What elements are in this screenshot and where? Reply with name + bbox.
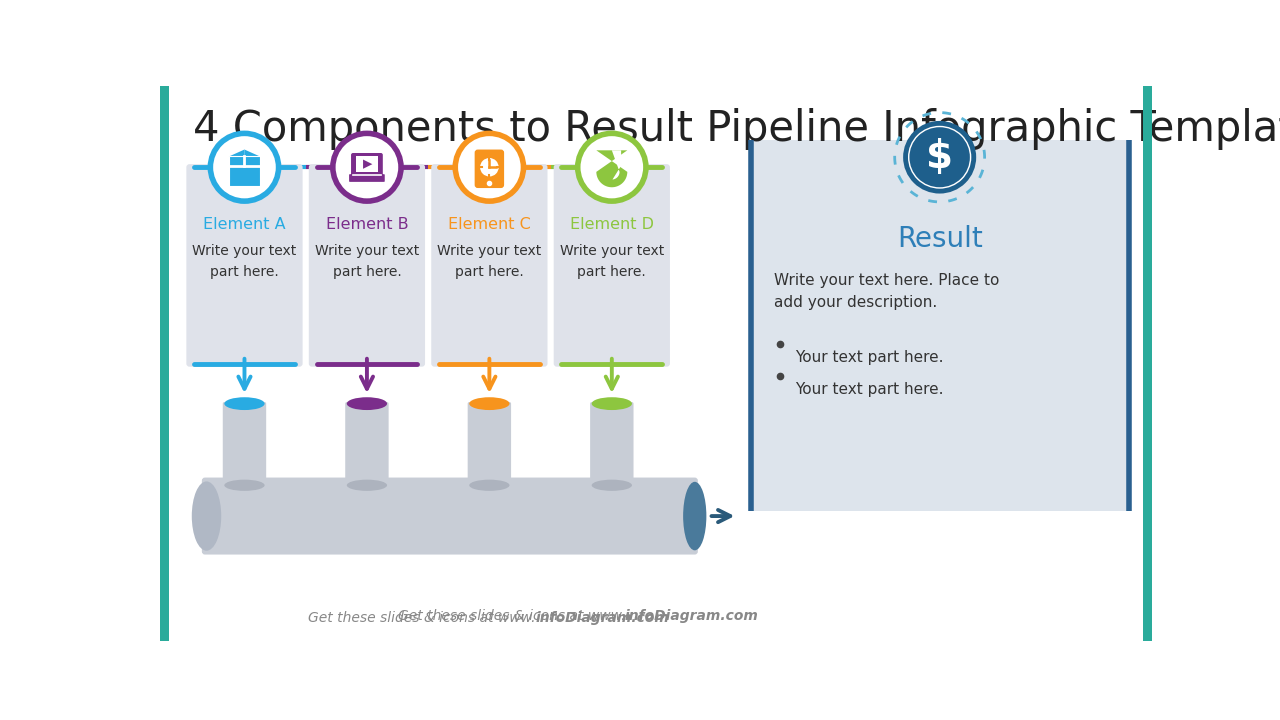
Text: Element C: Element C: [448, 217, 531, 233]
Polygon shape: [244, 150, 260, 156]
Text: Result: Result: [897, 225, 983, 253]
Text: infoDiagram.com: infoDiagram.com: [536, 611, 669, 625]
Text: Element A: Element A: [204, 217, 285, 233]
FancyBboxPatch shape: [475, 150, 504, 188]
FancyBboxPatch shape: [229, 156, 260, 186]
Circle shape: [909, 127, 970, 187]
Ellipse shape: [470, 480, 509, 491]
Text: Element B: Element B: [325, 217, 408, 233]
Text: $: $: [927, 138, 954, 176]
FancyBboxPatch shape: [349, 174, 385, 182]
FancyBboxPatch shape: [187, 164, 302, 366]
Text: Write your text
part here.: Write your text part here.: [315, 244, 419, 279]
Ellipse shape: [192, 482, 221, 551]
Circle shape: [905, 123, 974, 191]
Ellipse shape: [347, 397, 387, 410]
Ellipse shape: [224, 480, 265, 491]
FancyBboxPatch shape: [590, 402, 634, 487]
Ellipse shape: [347, 480, 387, 491]
Text: Get these slides & icons at www.: Get these slides & icons at www.: [308, 611, 536, 625]
Text: 4 Components to Result Pipeline Infographic Template: 4 Components to Result Pipeline Infograp…: [192, 108, 1280, 150]
Text: Your text part here.: Your text part here.: [795, 350, 945, 365]
Polygon shape: [364, 160, 372, 168]
Ellipse shape: [224, 397, 265, 410]
Text: Get these slides & icons at www.: Get these slides & icons at www.: [398, 609, 625, 624]
Ellipse shape: [470, 397, 509, 410]
FancyBboxPatch shape: [308, 164, 425, 366]
FancyBboxPatch shape: [351, 153, 383, 177]
Circle shape: [333, 133, 401, 201]
Text: Element D: Element D: [570, 217, 654, 233]
Ellipse shape: [591, 397, 632, 410]
Ellipse shape: [684, 482, 707, 550]
Circle shape: [210, 133, 279, 201]
Text: Write your text here. Place to
add your description.: Write your text here. Place to add your …: [774, 273, 1000, 310]
Text: infoDiagram.com: infoDiagram.com: [625, 609, 759, 624]
Ellipse shape: [591, 480, 632, 491]
Polygon shape: [229, 150, 244, 156]
FancyBboxPatch shape: [750, 140, 1129, 511]
Text: Write your text
part here.: Write your text part here.: [438, 244, 541, 279]
Text: Write your text
part here.: Write your text part here.: [559, 244, 664, 279]
FancyBboxPatch shape: [554, 164, 669, 366]
FancyBboxPatch shape: [202, 477, 698, 554]
Circle shape: [456, 133, 524, 201]
Polygon shape: [612, 150, 621, 179]
FancyBboxPatch shape: [1143, 86, 1152, 641]
Text: Write your text
part here.: Write your text part here.: [192, 244, 297, 279]
FancyBboxPatch shape: [431, 164, 548, 366]
Circle shape: [577, 133, 646, 201]
FancyBboxPatch shape: [160, 86, 169, 641]
FancyBboxPatch shape: [223, 402, 266, 487]
Circle shape: [480, 158, 499, 176]
FancyBboxPatch shape: [467, 402, 511, 487]
Text: Your text part here.: Your text part here.: [795, 382, 945, 397]
FancyBboxPatch shape: [356, 156, 378, 172]
Polygon shape: [596, 150, 627, 187]
FancyBboxPatch shape: [346, 402, 389, 487]
